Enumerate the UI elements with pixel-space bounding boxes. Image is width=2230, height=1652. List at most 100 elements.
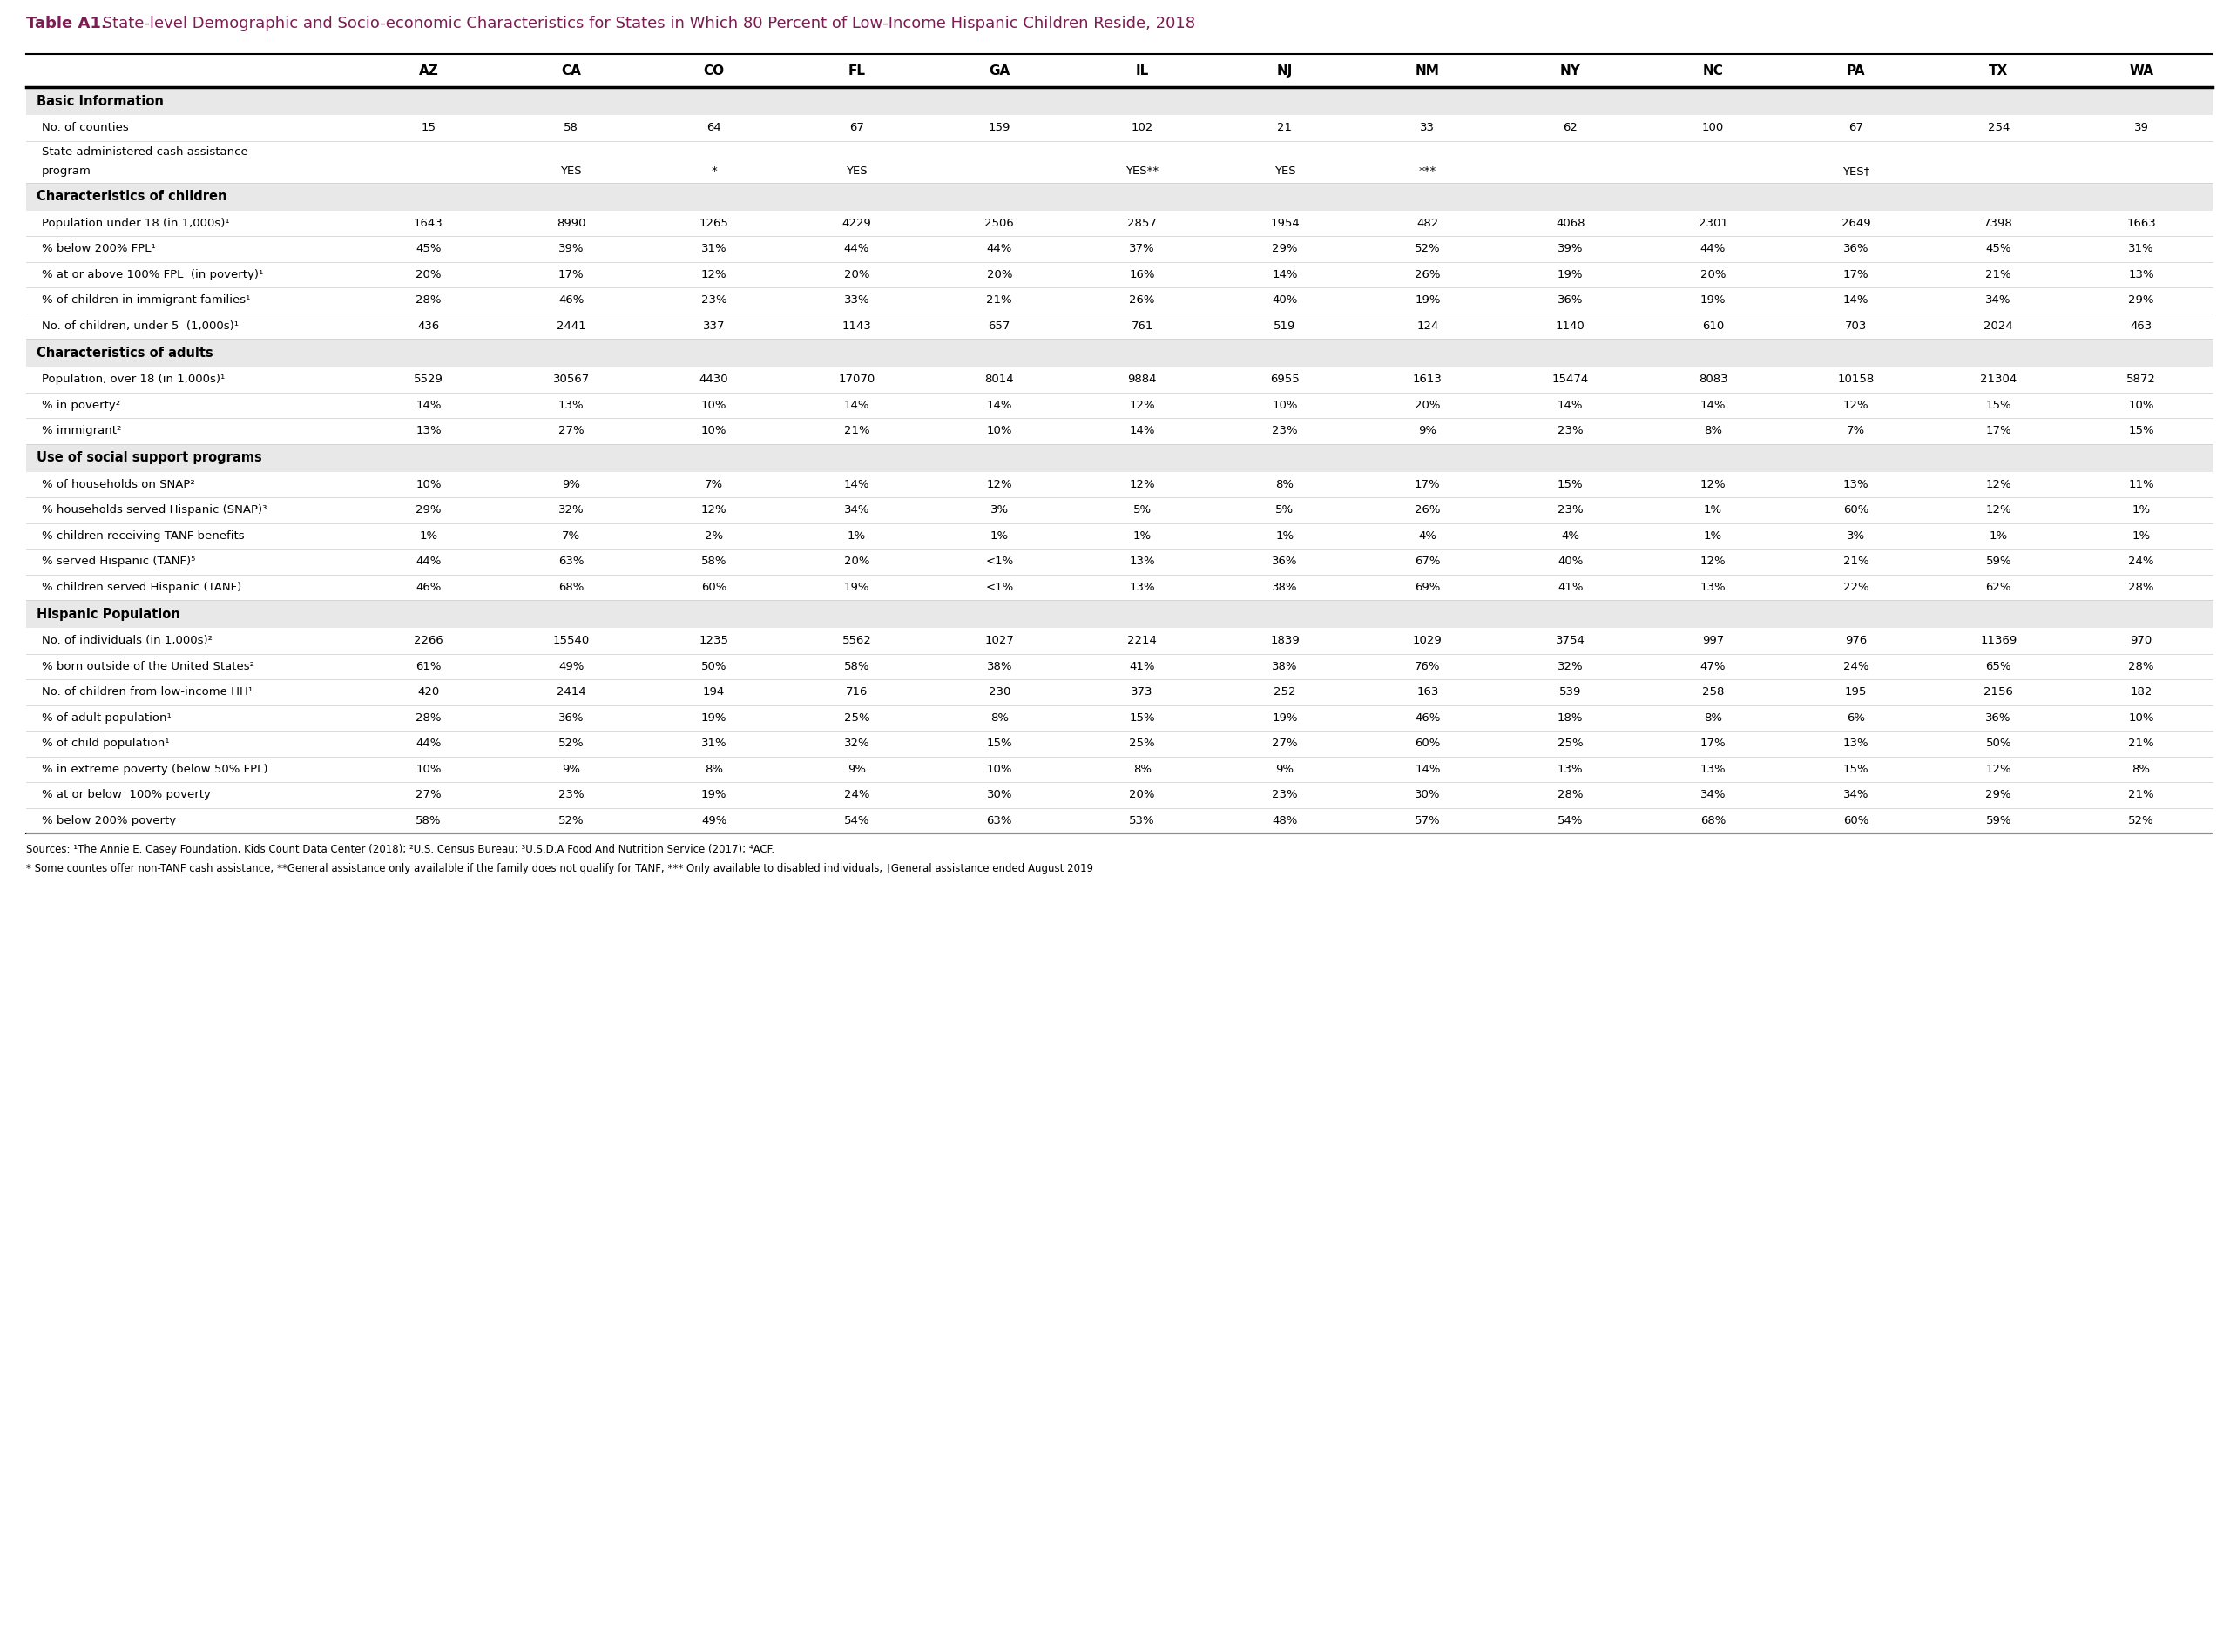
Bar bbox=[27, 471, 2212, 497]
Text: 8083: 8083 bbox=[1699, 373, 1728, 385]
Text: 1%: 1% bbox=[2132, 504, 2150, 515]
Bar bbox=[27, 600, 2212, 628]
Text: 12%: 12% bbox=[1985, 504, 2011, 515]
Text: 46%: 46% bbox=[415, 582, 442, 593]
Text: Population, over 18 (in 1,000s)¹: Population, over 18 (in 1,000s)¹ bbox=[42, 373, 225, 385]
Text: 5529: 5529 bbox=[415, 373, 444, 385]
Text: 1143: 1143 bbox=[843, 320, 872, 332]
Text: <1%: <1% bbox=[986, 582, 1012, 593]
Text: 159: 159 bbox=[988, 122, 1010, 134]
Text: 44%: 44% bbox=[986, 243, 1012, 254]
Text: 76%: 76% bbox=[1414, 661, 1441, 672]
Text: 7398: 7398 bbox=[1985, 218, 2014, 230]
Text: 23%: 23% bbox=[700, 294, 727, 306]
Text: 19%: 19% bbox=[1557, 269, 1583, 281]
Text: No. of counties: No. of counties bbox=[42, 122, 129, 134]
Text: 12%: 12% bbox=[1985, 479, 2011, 491]
Text: 102: 102 bbox=[1131, 122, 1153, 134]
Text: 12%: 12% bbox=[700, 504, 727, 515]
Text: 26%: 26% bbox=[1414, 269, 1441, 281]
Text: 1643: 1643 bbox=[415, 218, 444, 230]
Text: 1%: 1% bbox=[1704, 504, 1722, 515]
Text: 53%: 53% bbox=[1128, 814, 1155, 826]
Text: 13%: 13% bbox=[1699, 763, 1726, 775]
Text: 15: 15 bbox=[421, 122, 435, 134]
Text: 970: 970 bbox=[2130, 634, 2152, 646]
Text: 34%: 34% bbox=[1985, 294, 2011, 306]
Text: 39: 39 bbox=[2134, 122, 2147, 134]
Text: 21%: 21% bbox=[1985, 269, 2011, 281]
Text: 15%: 15% bbox=[1842, 763, 1869, 775]
Text: 10%: 10% bbox=[2127, 712, 2154, 724]
Text: 27%: 27% bbox=[558, 425, 584, 436]
Text: 20%: 20% bbox=[986, 269, 1012, 281]
Text: 23%: 23% bbox=[1557, 425, 1583, 436]
Text: 67: 67 bbox=[850, 122, 863, 134]
Text: 18%: 18% bbox=[1557, 712, 1583, 724]
Text: YES: YES bbox=[560, 165, 582, 177]
Text: 34%: 34% bbox=[1699, 790, 1726, 801]
Text: 482: 482 bbox=[1416, 218, 1438, 230]
Text: 46%: 46% bbox=[558, 294, 584, 306]
Text: % at or above 100% FPL  (in poverty)¹: % at or above 100% FPL (in poverty)¹ bbox=[42, 269, 263, 281]
Text: Population under 18 (in 1,000s)¹: Population under 18 (in 1,000s)¹ bbox=[42, 218, 230, 230]
Text: 997: 997 bbox=[1701, 634, 1724, 646]
Text: % children served Hispanic (TANF): % children served Hispanic (TANF) bbox=[42, 582, 241, 593]
Text: % of adult population¹: % of adult population¹ bbox=[42, 712, 172, 724]
Text: % in poverty²: % in poverty² bbox=[42, 400, 120, 411]
Text: 67: 67 bbox=[1849, 122, 1862, 134]
Text: 20%: 20% bbox=[415, 269, 442, 281]
Text: 8%: 8% bbox=[1276, 479, 1293, 491]
Text: 5872: 5872 bbox=[2127, 373, 2156, 385]
Text: 4%: 4% bbox=[1418, 530, 1436, 542]
Text: 258: 258 bbox=[1701, 687, 1724, 697]
Text: 163: 163 bbox=[1416, 687, 1438, 697]
Text: 976: 976 bbox=[1844, 634, 1867, 646]
Text: 761: 761 bbox=[1131, 320, 1153, 332]
Text: 64: 64 bbox=[707, 122, 720, 134]
Text: 14%: 14% bbox=[1842, 294, 1869, 306]
Text: % of households on SNAP²: % of households on SNAP² bbox=[42, 479, 194, 491]
Text: 9%: 9% bbox=[847, 763, 865, 775]
Text: 2857: 2857 bbox=[1128, 218, 1157, 230]
Text: FL: FL bbox=[847, 64, 865, 78]
Text: 38%: 38% bbox=[1271, 582, 1298, 593]
Text: 1%: 1% bbox=[1276, 530, 1293, 542]
Text: 20%: 20% bbox=[1414, 400, 1441, 411]
Text: 31%: 31% bbox=[700, 243, 727, 254]
Text: 62%: 62% bbox=[1985, 582, 2011, 593]
Bar bbox=[27, 367, 2212, 392]
Text: 10%: 10% bbox=[700, 425, 727, 436]
Text: 182: 182 bbox=[2130, 687, 2152, 697]
Text: 25%: 25% bbox=[843, 712, 870, 724]
Text: 12%: 12% bbox=[1842, 400, 1869, 411]
Text: % households served Hispanic (SNAP)³: % households served Hispanic (SNAP)³ bbox=[42, 504, 268, 515]
Text: 13%: 13% bbox=[1699, 582, 1726, 593]
Text: 337: 337 bbox=[702, 320, 725, 332]
Text: 1235: 1235 bbox=[700, 634, 729, 646]
Text: 14%: 14% bbox=[1128, 425, 1155, 436]
Text: 37%: 37% bbox=[1128, 243, 1155, 254]
Text: 19%: 19% bbox=[1414, 294, 1441, 306]
Text: 14%: 14% bbox=[843, 479, 870, 491]
Text: 15540: 15540 bbox=[553, 634, 589, 646]
Text: 9%: 9% bbox=[562, 763, 580, 775]
Bar bbox=[27, 730, 2212, 757]
Text: 68%: 68% bbox=[558, 582, 584, 593]
Text: 28%: 28% bbox=[1557, 790, 1583, 801]
Text: 519: 519 bbox=[1273, 320, 1296, 332]
Bar bbox=[27, 757, 2212, 781]
Text: 28%: 28% bbox=[415, 294, 442, 306]
Text: 34%: 34% bbox=[843, 504, 870, 515]
Text: 60%: 60% bbox=[1842, 504, 1869, 515]
Text: 14%: 14% bbox=[986, 400, 1012, 411]
Text: 3%: 3% bbox=[990, 504, 1008, 515]
Text: 11%: 11% bbox=[2127, 479, 2154, 491]
Text: 26%: 26% bbox=[1414, 504, 1441, 515]
Text: 23%: 23% bbox=[558, 790, 584, 801]
Text: 21: 21 bbox=[1278, 122, 1291, 134]
Text: 10%: 10% bbox=[986, 425, 1012, 436]
Text: 15%: 15% bbox=[2127, 425, 2154, 436]
Text: 8%: 8% bbox=[2132, 763, 2150, 775]
Text: 58%: 58% bbox=[700, 555, 727, 567]
